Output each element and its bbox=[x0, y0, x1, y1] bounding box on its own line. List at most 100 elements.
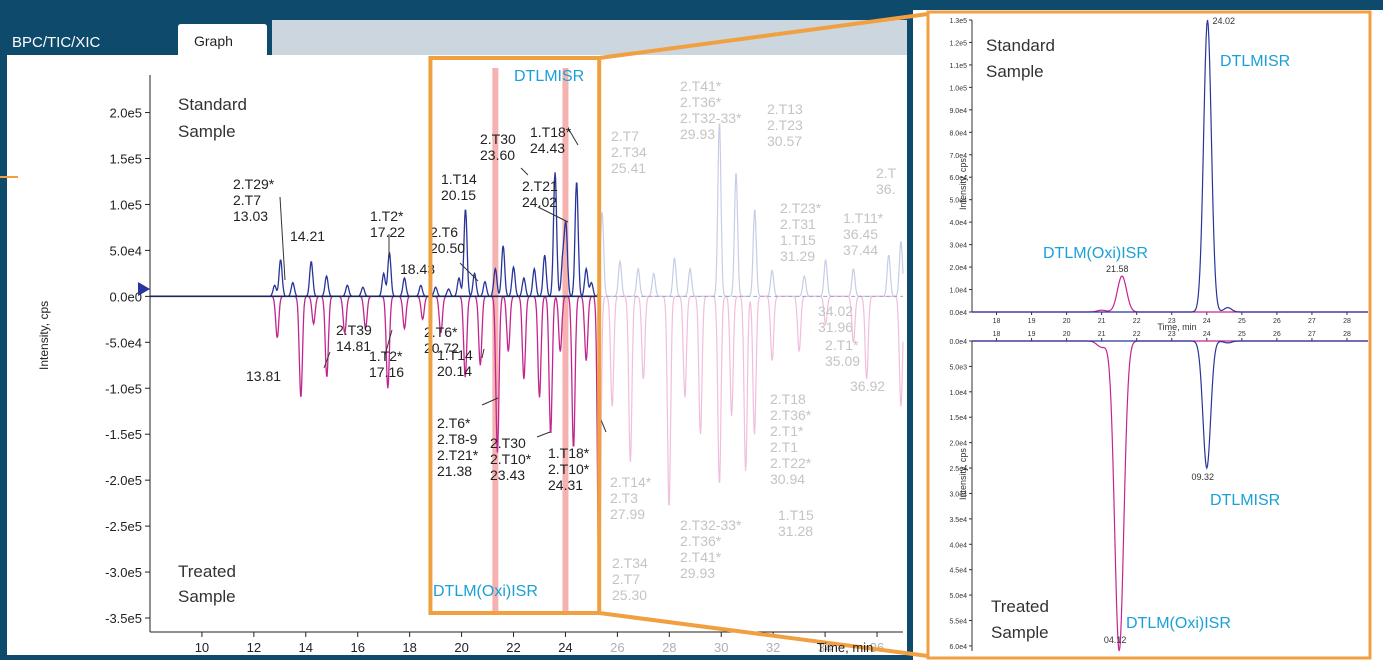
zoom-bottom-y-tick-label: 2.0e4 bbox=[949, 441, 967, 448]
peak-annotation-line: 31.28 bbox=[778, 523, 813, 539]
peak-annotation-line: 1.T18* bbox=[548, 445, 590, 461]
main-x-axis-label: Time, min bbox=[817, 640, 874, 655]
zoom-top-y-tick-label: 1.1e5 bbox=[949, 63, 967, 70]
zoom-connector-bottom bbox=[598, 611, 929, 658]
zoom-bottom-x-tick-label: 28 bbox=[1343, 331, 1351, 338]
tab-graph-label: Graph bbox=[194, 33, 233, 49]
peak-annotation: 2.T30 23.60 bbox=[480, 131, 516, 163]
zoom-top-x-axis-label: Time, min bbox=[1157, 322, 1196, 332]
peak-annotation: 2.T6 20.50 bbox=[430, 224, 465, 256]
peak-annotation-line: 17.16 bbox=[369, 364, 404, 380]
peak-annotation-line: 2.T36* bbox=[770, 407, 812, 423]
header-title: BPC/TIC/XIC bbox=[12, 34, 101, 51]
peak-annotation-line: 14.81 bbox=[336, 338, 371, 354]
annotation-leader bbox=[459, 262, 479, 282]
zoom-top-series-label-oxi: DTLM(Oxi)ISR bbox=[1043, 245, 1148, 262]
zoom-bottom-peak-label: 04.12 bbox=[1104, 635, 1127, 645]
zoom-bottom-y-axis-label: Intensity, cps bbox=[958, 448, 968, 500]
peak-annotation: 2.T30 2.T10* 23.43 bbox=[490, 435, 532, 483]
x-tick-label: 18 bbox=[402, 640, 416, 655]
annotation-leader bbox=[536, 431, 551, 438]
peak-annotation-line: 2.T41* bbox=[680, 549, 722, 565]
peak-annotation-line: 2.T31 bbox=[780, 216, 816, 232]
zoom-bottom-x-tick-label: 24 bbox=[1203, 331, 1211, 338]
zoom-top-y-tick-label: 2.0e4 bbox=[949, 265, 967, 272]
annotation-leader bbox=[481, 397, 499, 406]
peak-annotation-line: 29.93 bbox=[680, 565, 715, 581]
zoom-top-x-tick-label: 18 bbox=[993, 318, 1001, 325]
peak-annotation: 1.T14 20.14 bbox=[437, 347, 473, 379]
zoom-top-y-tick-label: 4.0e4 bbox=[949, 220, 967, 227]
zoom-top-y-tick-label: 5.0e4 bbox=[949, 198, 967, 205]
annotation-leader bbox=[537, 206, 569, 223]
peak-annotation-line: 1.T2* bbox=[370, 208, 404, 224]
title-bar-strip bbox=[0, 0, 1383, 10]
peak-annotation-line: 2.T30 bbox=[480, 131, 516, 147]
y-tick-label: -5.0e4 bbox=[105, 335, 142, 350]
zoom-bottom-x-tick-label: 20 bbox=[1063, 331, 1071, 338]
zoom-bottom-y-tick-label: 1.5e4 bbox=[949, 415, 967, 422]
zoom-top-label-line1: Standard bbox=[986, 36, 1055, 55]
peak-annotation-line: 23.60 bbox=[480, 147, 515, 163]
main-bottom-label-line2: Sample bbox=[178, 587, 236, 606]
zoom-bottom-x-tick-label: 26 bbox=[1273, 331, 1281, 338]
peak-annotation-line: 25.30 bbox=[612, 587, 647, 603]
zoom-label-top: DTLMISR bbox=[514, 68, 584, 85]
highlight-band-1 bbox=[562, 68, 569, 613]
peak-annotation-line: 2.T bbox=[876, 165, 897, 181]
peak-annotation-line: 2.T1* bbox=[825, 337, 859, 353]
zoom-top-x-tick-label: 26 bbox=[1273, 318, 1281, 325]
zoom-bottom-series-label-dtlmisr: DTLMISR bbox=[1210, 492, 1280, 509]
annotation-leader bbox=[481, 348, 485, 359]
y-tick-label: -3.5e5 bbox=[105, 611, 142, 626]
zoom-top-series-line-1 bbox=[972, 19, 1368, 313]
peak-annotation: 34.02 31.96 bbox=[818, 303, 853, 335]
zoom-bottom-series-line-1 bbox=[972, 340, 1368, 470]
peak-annotation: 2.T7 2.T34 25.41 bbox=[611, 128, 647, 176]
peak-annotation: 1.T2* 17.22 bbox=[370, 208, 405, 240]
peak-annotation-line: 2.T21 bbox=[522, 178, 558, 194]
peak-annotation-line: 24.31 bbox=[548, 477, 583, 493]
peak-annotation: 2.T32-33* 2.T36* 2.T41* 29.93 bbox=[680, 517, 742, 581]
peak-annotation: 1.T14 20.15 bbox=[441, 171, 477, 203]
zero-line-marker-icon bbox=[138, 282, 150, 296]
peak-annotation-line: 2.T22* bbox=[770, 455, 812, 471]
peak-annotation-line: 17.22 bbox=[370, 224, 405, 240]
zoom-top-label-line2: Sample bbox=[986, 62, 1044, 81]
y-tick-label: 1.0e5 bbox=[109, 197, 142, 212]
peak-annotation-line: 2.T3 bbox=[610, 490, 638, 506]
peak-annotation-line: 2.T21* bbox=[437, 447, 479, 463]
zoom-bottom-y-tick-label: 5.5e4 bbox=[949, 619, 967, 626]
main-top-label-line2: Sample bbox=[178, 122, 236, 141]
y-tick-label: -1.0e5 bbox=[105, 381, 142, 396]
peak-annotation-line: 2.T14* bbox=[610, 474, 652, 490]
peak-annotation-line: 1.T11* bbox=[843, 210, 884, 226]
y-tick-label: 5.0e4 bbox=[109, 243, 142, 258]
zoom-top-x-tick-label: 24 bbox=[1203, 318, 1211, 325]
peak-annotation-line: 2.T1 bbox=[770, 439, 798, 455]
peak-annotation-line: 36. bbox=[876, 181, 895, 197]
peak-annotation-line: 2.T23 bbox=[767, 117, 803, 133]
y-tick-label: 0.0e0 bbox=[109, 289, 142, 304]
zoom-bottom-x-tick-label: 18 bbox=[993, 331, 1001, 338]
peak-annotation: 2.T14* 2.T3 27.99 bbox=[610, 474, 652, 522]
zoom-bottom-y-tick-label: 3.0e4 bbox=[949, 491, 967, 498]
peak-annotation-line: 20.15 bbox=[441, 187, 476, 203]
peak-annotation: 2.T41* 2.T36* 2.T32-33* 29.93 bbox=[680, 78, 742, 142]
zoom-label-bottom: DTLM(Oxi)ISR bbox=[433, 583, 538, 600]
x-tick-label: 10 bbox=[195, 640, 209, 655]
peak-annotation-line: 29.93 bbox=[680, 126, 715, 142]
tab-graph[interactable]: Graph bbox=[178, 24, 267, 55]
x-tick-label: 20 bbox=[454, 640, 468, 655]
peak-annotation-line: 1.T14 bbox=[441, 171, 477, 187]
zoom-bottom-x-tick-label: 27 bbox=[1308, 331, 1316, 338]
zoom-bottom-y-tick-label: 3.5e4 bbox=[949, 517, 967, 524]
peak-annotation-line: 2.T32-33* bbox=[680, 517, 742, 533]
zoom-bottom-x-tick-label: 23 bbox=[1168, 331, 1176, 338]
peak-annotation: 13.81 bbox=[246, 368, 281, 384]
peak-annotation-line: 1.T15 bbox=[780, 232, 816, 248]
zoom-connector-top bbox=[598, 12, 929, 60]
zoom-bottom-x-tick-label: 19 bbox=[1028, 331, 1036, 338]
y-tick-label: -3.0e5 bbox=[105, 565, 142, 580]
zoom-top-y-axis-label: Intensity, cps bbox=[958, 158, 968, 210]
